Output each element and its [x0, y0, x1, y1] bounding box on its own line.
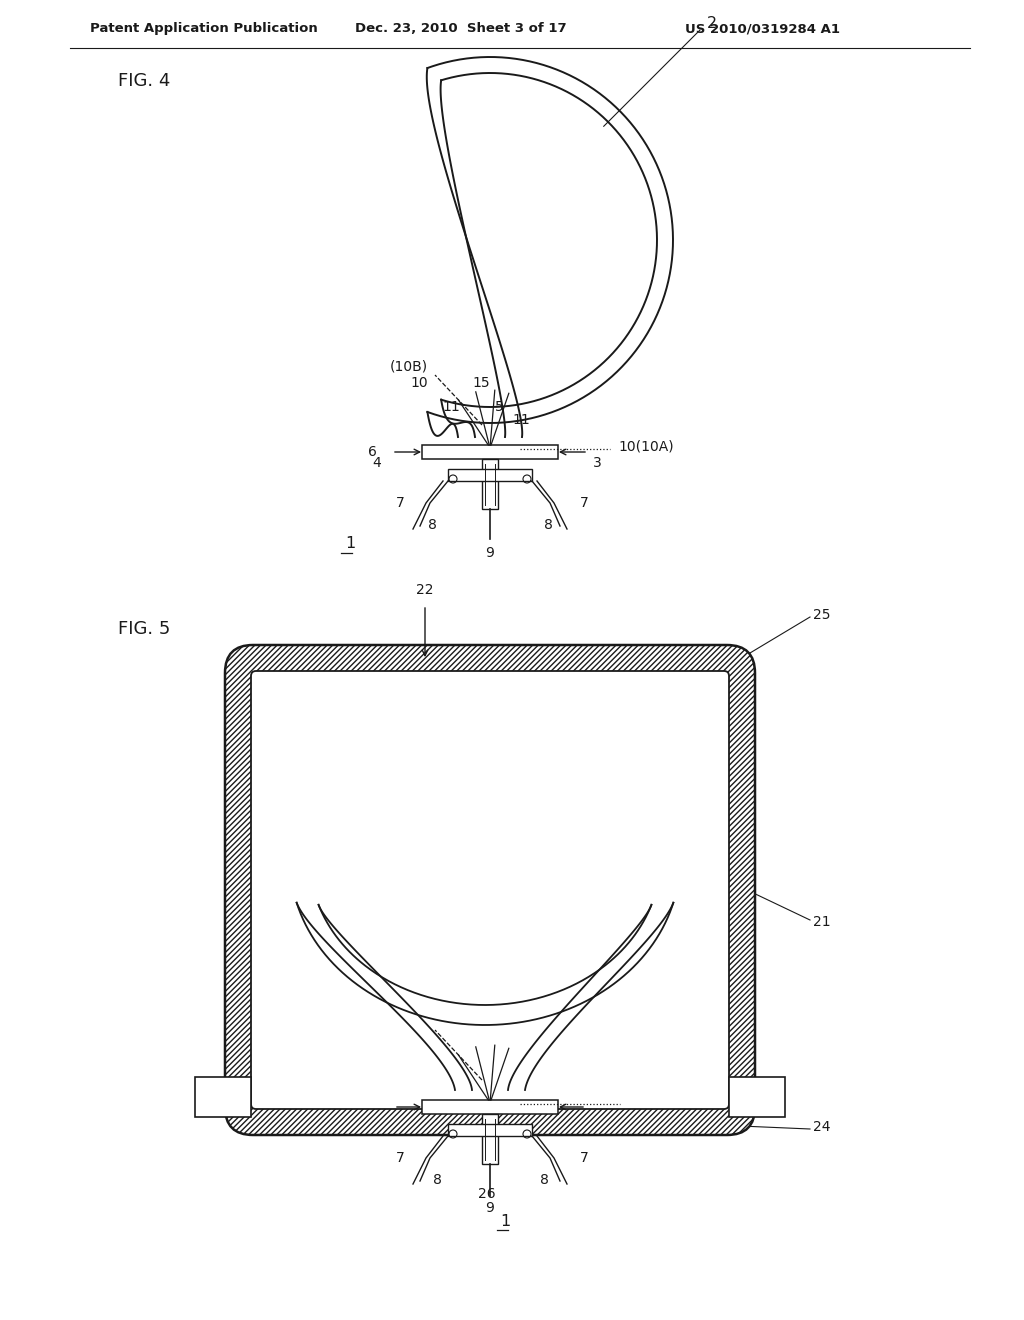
Text: Patent Application Publication: Patent Application Publication [90, 22, 317, 36]
Text: 26: 26 [478, 1187, 496, 1201]
Text: 1: 1 [345, 536, 355, 552]
FancyBboxPatch shape [251, 671, 729, 1109]
Text: 11: 11 [512, 413, 529, 426]
Text: 10(10A): 10(10A) [628, 1096, 684, 1109]
Text: 4: 4 [372, 455, 381, 470]
Text: 9: 9 [485, 546, 495, 560]
Text: 10(10A): 10(10A) [618, 440, 674, 454]
Polygon shape [422, 445, 558, 459]
Text: FIG. 4: FIG. 4 [118, 73, 170, 90]
FancyBboxPatch shape [225, 645, 755, 1135]
Text: 2: 2 [707, 16, 717, 30]
Text: 7: 7 [396, 496, 404, 510]
Text: 10: 10 [410, 376, 428, 389]
Text: 6: 6 [368, 445, 377, 459]
Text: US 2010/0319284 A1: US 2010/0319284 A1 [685, 22, 840, 36]
Text: 25: 25 [813, 609, 830, 622]
Text: 3: 3 [590, 1111, 599, 1125]
Text: FIG. 5: FIG. 5 [118, 620, 170, 638]
Polygon shape [729, 1077, 785, 1117]
Text: 5: 5 [495, 1055, 504, 1069]
Text: Dec. 23, 2010  Sheet 3 of 17: Dec. 23, 2010 Sheet 3 of 17 [355, 22, 566, 36]
Text: 4: 4 [374, 1111, 383, 1125]
Text: 8: 8 [428, 517, 437, 532]
Polygon shape [195, 1077, 251, 1117]
Text: 6: 6 [371, 1100, 380, 1114]
Text: 2: 2 [728, 807, 736, 820]
Polygon shape [449, 469, 532, 480]
Text: (10B): (10B) [390, 360, 428, 374]
Text: 10: 10 [410, 1031, 428, 1045]
Text: 11: 11 [512, 1068, 529, 1082]
Text: 15: 15 [472, 1031, 489, 1045]
Polygon shape [482, 459, 498, 510]
Text: 24: 24 [813, 1119, 830, 1134]
Text: 7: 7 [396, 1151, 404, 1166]
Text: 8: 8 [540, 1173, 549, 1187]
Text: 3: 3 [593, 455, 602, 470]
Polygon shape [422, 1100, 558, 1114]
Text: 1: 1 [500, 1214, 510, 1229]
Text: 9: 9 [485, 1201, 495, 1214]
Polygon shape [449, 1125, 532, 1137]
Text: 5: 5 [495, 400, 504, 414]
Text: 11: 11 [442, 400, 460, 414]
Text: 15: 15 [472, 376, 489, 389]
Text: 7: 7 [580, 1151, 589, 1166]
Text: 8: 8 [433, 1173, 442, 1187]
Text: (10B): (10B) [388, 1015, 426, 1030]
Text: 7: 7 [580, 496, 589, 510]
Polygon shape [482, 1114, 498, 1164]
Text: 11: 11 [440, 1055, 458, 1069]
Text: 21: 21 [813, 915, 830, 929]
Text: 22: 22 [416, 583, 434, 597]
Text: 8: 8 [544, 517, 553, 532]
